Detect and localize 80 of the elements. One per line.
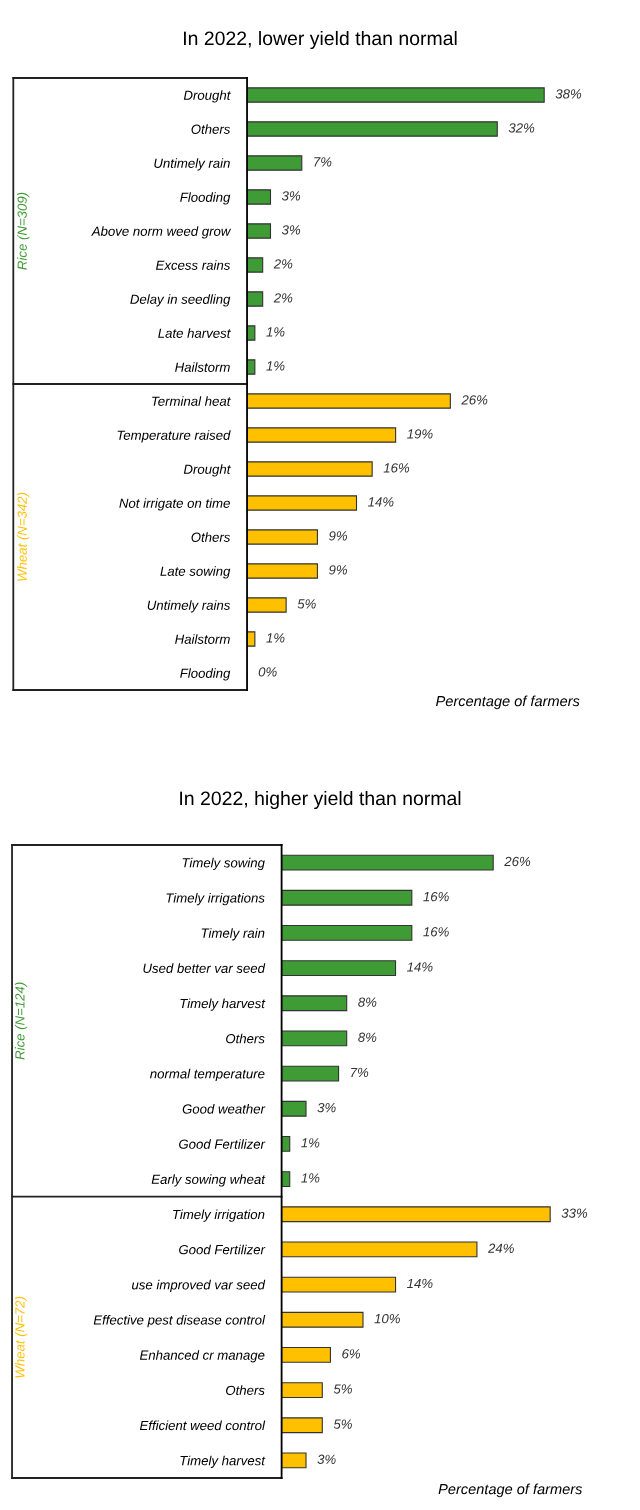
y-tick-label: Early sowing wheat — [151, 1174, 266, 1187]
data-label: 10% — [374, 1313, 400, 1324]
y-tick-label: Good Fertilizer — [179, 1139, 266, 1149]
y-tick-label: Flooding — [180, 668, 231, 681]
data-label: 19% — [407, 429, 433, 439]
y-tick-label: Flooding — [180, 192, 231, 205]
data-label: 26% — [504, 856, 531, 867]
y-tick-label: Hailstorm — [175, 634, 230, 644]
y-tick-label: Temperature raised — [117, 430, 231, 443]
chart-title: In 2022, lower yield than normal — [184, 30, 457, 50]
y-tick-label: Timely rain — [201, 928, 265, 941]
y-tick-label: Others — [226, 1385, 265, 1395]
y-tick-label: Not irrigate on time — [119, 498, 230, 511]
data-label: 2% — [273, 259, 293, 269]
chart-title: In 2022, higher yield than normal — [180, 790, 461, 810]
data-label: 14% — [367, 497, 394, 507]
y-tick-label: Good Fertilizer — [179, 1244, 266, 1255]
y-tick-label: Timely harvest — [180, 1455, 266, 1468]
data-label: 7% — [351, 1067, 369, 1078]
data-label: 1% — [301, 1173, 320, 1183]
data-label: 9% — [328, 565, 348, 575]
y-tick-label: use improved var seed — [132, 1279, 266, 1293]
y-tick-label: Late sowing — [160, 566, 231, 579]
text: Rice (N=124) — [14, 982, 28, 1060]
data-label: 1% — [266, 361, 285, 371]
data-label: 38% — [555, 89, 582, 99]
data-label: 1% — [266, 633, 285, 643]
data-label: 16% — [423, 891, 449, 902]
data-label: 5% — [333, 1419, 352, 1429]
y-tick-label: Others — [191, 124, 231, 134]
data-label: 26% — [461, 395, 488, 405]
data-label: 16% — [423, 927, 449, 937]
data-label: 0% — [258, 667, 277, 677]
y-tick-label: Delay in seedling — [130, 294, 231, 307]
y-tick-label: Late harvest — [158, 328, 231, 338]
x-axis-title: Percentage of farmers — [438, 1483, 583, 1498]
text: Wheat (N=72) — [14, 1296, 28, 1378]
y-tick-label: Others — [226, 1033, 265, 1044]
y-tick-label: Enhanced cr manage — [139, 1350, 265, 1363]
y-tick-label: Good weather — [182, 1103, 266, 1114]
data-label: 6% — [342, 1349, 361, 1359]
data-label: 3% — [317, 1102, 336, 1113]
data-label: 24% — [487, 1243, 514, 1253]
data-label: 3% — [281, 191, 301, 201]
data-label: 14% — [406, 1278, 433, 1289]
y-tick-label: Untimely rains — [147, 600, 231, 613]
y-tick-label: Effective pest disease control — [93, 1314, 266, 1328]
y-tick-label: Used better var seed — [143, 963, 266, 973]
data-label: 7% — [314, 157, 332, 167]
y-tick-label: Others — [191, 532, 231, 542]
y-tick-label: Terminal heat — [152, 396, 231, 406]
y-tick-label: Efficient weed control — [139, 1420, 266, 1431]
data-label: 5% — [333, 1384, 352, 1394]
text: Wheat (N=342) — [17, 492, 30, 581]
text: Rice (N=309) — [17, 192, 30, 270]
y-tick-label: Hailstorm — [175, 362, 230, 372]
data-label: 33% — [561, 1208, 588, 1218]
x-axis-title: Percentage of farmers — [436, 695, 580, 710]
y-tick-label: Drought — [183, 464, 231, 477]
data-label: 1% — [301, 1138, 320, 1148]
y-tick-label: Timely irrigation — [173, 1209, 265, 1222]
data-label: 2% — [273, 293, 293, 303]
data-label: 3% — [317, 1454, 336, 1464]
y-tick-label: Timely irrigations — [166, 892, 265, 906]
data-label: 8% — [358, 1032, 377, 1042]
data-label: 32% — [508, 123, 535, 133]
data-label: 3% — [281, 225, 301, 235]
y-tick-label: Timely harvest — [180, 998, 266, 1011]
y-tick-label: Timely sowing — [182, 857, 265, 871]
y-tick-label: Untimely rain — [154, 158, 230, 171]
data-label: 1% — [266, 327, 285, 337]
data-label: 9% — [328, 531, 348, 541]
data-label: 16% — [383, 463, 410, 473]
data-label: 8% — [358, 997, 377, 1007]
y-tick-label: Above norm weed grow — [91, 226, 232, 239]
data-label: 14% — [406, 962, 433, 972]
data-label: 5% — [297, 599, 316, 609]
y-tick-label: Excess rains — [155, 260, 231, 270]
y-tick-label: Drought — [183, 90, 231, 103]
y-tick-label: normal temperature — [150, 1068, 265, 1082]
